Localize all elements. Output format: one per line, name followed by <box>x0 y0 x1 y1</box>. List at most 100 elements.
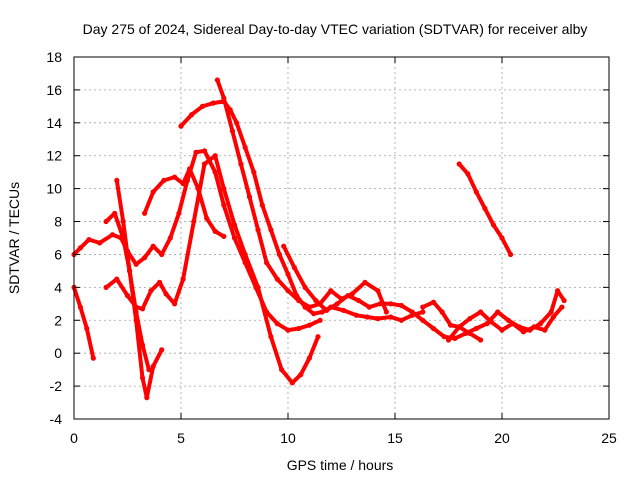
data-point <box>109 232 116 238</box>
y-tick-label: -4 <box>50 411 63 427</box>
data-point <box>323 307 330 313</box>
data-point <box>172 174 178 180</box>
data-point <box>193 149 199 155</box>
data-point <box>229 128 235 134</box>
y-tick-label: 2 <box>54 312 62 328</box>
data-point <box>120 218 126 225</box>
data-point <box>508 251 514 258</box>
data-point <box>212 169 218 175</box>
data-point <box>356 297 362 304</box>
chart-title: Day 275 of 2024, Sidereal Day-to-day VTE… <box>83 21 588 37</box>
data-point <box>255 284 261 290</box>
data-point <box>499 327 505 333</box>
data-point <box>199 103 205 109</box>
series-arc-d <box>114 178 164 400</box>
data-point <box>274 276 280 282</box>
data-point <box>212 153 218 159</box>
data-point <box>77 245 83 251</box>
data-point <box>148 288 154 294</box>
data-point <box>285 271 291 277</box>
data-point <box>441 334 447 340</box>
data-point <box>430 299 437 305</box>
data-point <box>246 194 253 200</box>
data-point <box>221 202 227 208</box>
data-point <box>201 161 208 167</box>
data-point <box>478 309 484 315</box>
data-point <box>420 304 426 310</box>
data-point <box>445 337 452 343</box>
data-point <box>120 235 126 241</box>
data-point <box>103 218 109 225</box>
data-point <box>150 189 156 195</box>
y-tick-label: 18 <box>46 49 62 65</box>
data-point <box>488 319 494 325</box>
data-point <box>167 235 173 241</box>
data-point <box>144 395 150 401</box>
data-point <box>362 279 368 285</box>
data-point <box>452 335 458 341</box>
data-point <box>204 215 210 221</box>
data-point <box>268 334 274 340</box>
data-point <box>127 268 133 274</box>
data-point <box>531 324 537 330</box>
axis-ticks: 0 5 10 15 20 25 -4 -2 0 2 4 6 8 10 12 14 16 18 <box>46 49 617 446</box>
data-point <box>353 312 360 318</box>
data-point <box>231 222 238 228</box>
x-tick-label: 25 <box>601 430 617 446</box>
data-point <box>163 291 169 297</box>
data-point <box>467 330 473 336</box>
data-point <box>114 276 120 282</box>
data-point <box>398 317 404 323</box>
data-point <box>482 205 488 211</box>
grid <box>74 57 609 419</box>
x-tick-label: 10 <box>280 430 296 446</box>
series-arc-i <box>281 244 567 341</box>
data-point <box>383 309 389 315</box>
data-point <box>255 227 261 233</box>
data-point <box>142 255 148 261</box>
data-point <box>189 112 195 118</box>
data-point <box>264 260 270 266</box>
data-point <box>561 297 567 304</box>
data-point <box>279 367 285 373</box>
data-point <box>375 316 381 322</box>
data-point <box>366 304 372 310</box>
data-point <box>150 243 156 249</box>
data-point <box>306 322 312 328</box>
data-point <box>212 228 218 234</box>
y-tick-label: 8 <box>54 214 62 230</box>
data-point <box>90 355 96 361</box>
data-point <box>448 322 454 328</box>
data-point <box>319 309 325 315</box>
data-point <box>317 317 323 323</box>
data-point <box>112 210 118 216</box>
data-point <box>315 334 321 340</box>
y-tick-label: 0 <box>54 345 62 361</box>
data-point <box>550 314 557 320</box>
data-point <box>291 265 297 271</box>
data-point <box>285 288 291 294</box>
data-point <box>548 309 554 315</box>
data-point <box>221 186 227 192</box>
data-point <box>159 347 165 353</box>
data-point <box>289 380 295 386</box>
data-point <box>84 325 90 332</box>
plot-frame <box>73 56 610 420</box>
data-point <box>176 210 182 216</box>
data-point <box>559 304 565 310</box>
y-tick-label: 12 <box>46 148 62 164</box>
data-point <box>133 309 139 315</box>
data-point <box>242 144 248 151</box>
data-point <box>420 309 426 315</box>
data-point <box>77 304 83 310</box>
data-point <box>296 297 302 304</box>
series-arc-b <box>72 285 96 361</box>
y-tick-label: 14 <box>46 115 62 131</box>
data-point <box>146 367 152 373</box>
data-point <box>234 120 240 126</box>
x-axis-label: GPS time / hours <box>287 457 394 473</box>
data-point <box>388 314 394 320</box>
data-point <box>238 161 244 167</box>
data-point <box>214 77 220 83</box>
